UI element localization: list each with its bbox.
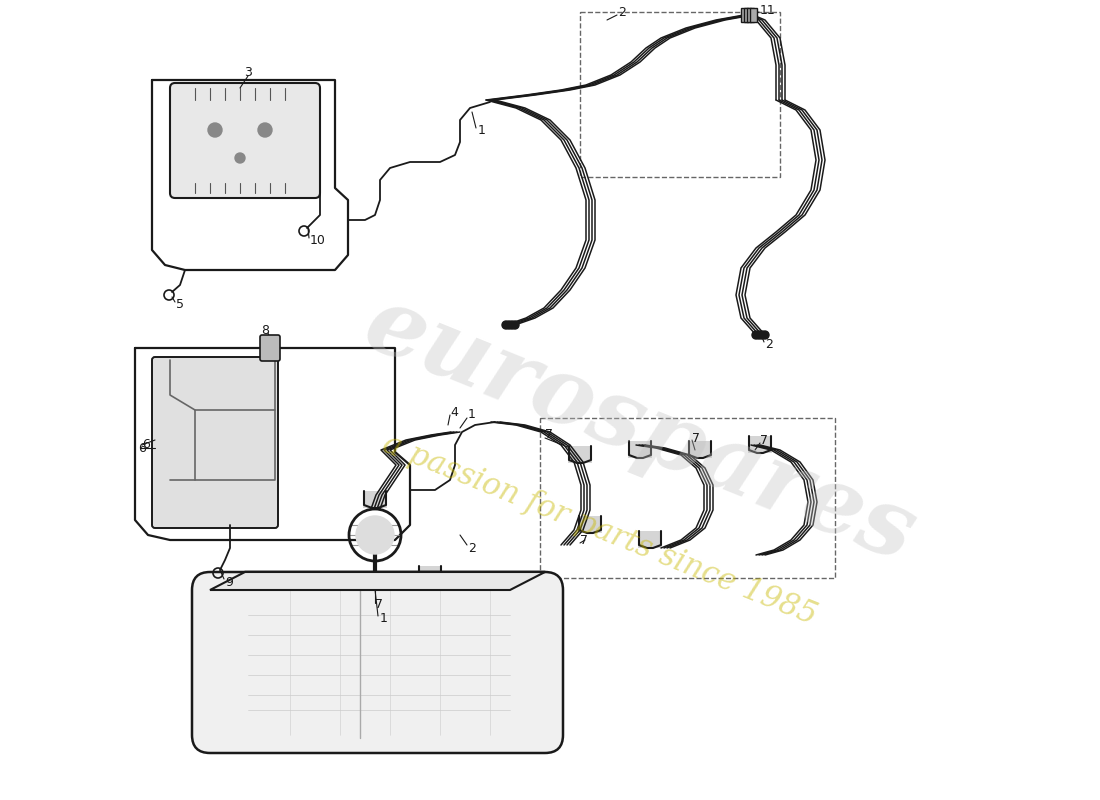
Text: a passion for parts since 1985: a passion for parts since 1985 <box>378 429 822 631</box>
FancyBboxPatch shape <box>260 335 280 361</box>
Circle shape <box>356 516 394 554</box>
Bar <box>580 12 780 177</box>
Circle shape <box>752 331 760 339</box>
Text: eurospares: eurospares <box>352 278 928 582</box>
FancyBboxPatch shape <box>750 8 757 22</box>
Text: 2: 2 <box>468 542 476 554</box>
FancyBboxPatch shape <box>748 436 772 453</box>
Text: 7: 7 <box>692 431 700 445</box>
Text: 7: 7 <box>760 434 768 446</box>
Circle shape <box>755 331 763 339</box>
FancyBboxPatch shape <box>688 441 712 458</box>
Circle shape <box>758 331 766 339</box>
Text: 6: 6 <box>142 438 150 451</box>
Text: 6: 6 <box>138 442 146 454</box>
Bar <box>540 418 835 578</box>
Text: 2: 2 <box>764 338 773 351</box>
Circle shape <box>258 123 272 137</box>
Text: 8: 8 <box>261 323 270 337</box>
Circle shape <box>208 123 222 137</box>
FancyBboxPatch shape <box>741 8 748 22</box>
FancyBboxPatch shape <box>418 566 442 583</box>
Text: 10: 10 <box>310 234 326 246</box>
Circle shape <box>502 321 510 329</box>
Circle shape <box>761 331 769 339</box>
Text: 1: 1 <box>478 123 486 137</box>
Text: 2: 2 <box>618 6 626 18</box>
Text: 9: 9 <box>226 575 233 589</box>
FancyBboxPatch shape <box>363 491 387 508</box>
Text: 3: 3 <box>244 66 252 79</box>
Circle shape <box>235 153 245 163</box>
Text: 7: 7 <box>544 429 553 442</box>
Text: 1: 1 <box>379 611 388 625</box>
Text: 7: 7 <box>375 598 383 611</box>
Circle shape <box>508 321 516 329</box>
Circle shape <box>505 321 513 329</box>
Text: 4: 4 <box>450 406 458 418</box>
Polygon shape <box>210 572 544 590</box>
FancyBboxPatch shape <box>152 357 278 528</box>
FancyBboxPatch shape <box>192 572 563 753</box>
Text: 1: 1 <box>468 409 476 422</box>
FancyBboxPatch shape <box>744 8 751 22</box>
FancyBboxPatch shape <box>638 531 662 548</box>
FancyBboxPatch shape <box>578 516 602 533</box>
FancyBboxPatch shape <box>628 441 652 458</box>
Text: 11: 11 <box>760 3 775 17</box>
Circle shape <box>512 321 519 329</box>
FancyBboxPatch shape <box>747 8 754 22</box>
Text: 7: 7 <box>580 534 588 546</box>
FancyBboxPatch shape <box>568 446 592 463</box>
Text: 5: 5 <box>176 298 184 311</box>
FancyBboxPatch shape <box>170 83 320 198</box>
